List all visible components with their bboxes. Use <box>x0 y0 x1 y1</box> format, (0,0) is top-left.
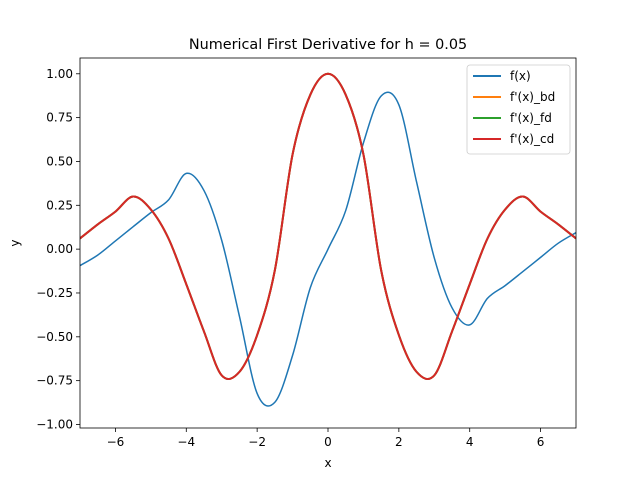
series-line-1 <box>80 91 576 407</box>
y-tick-label: 0.50 <box>46 154 73 168</box>
legend-label: f'(x)_bd <box>510 90 555 104</box>
chart-title: Numerical First Derivative for h = 0.05 <box>189 37 467 53</box>
legend: f(x) f'(x)_bd f'(x)_fd f'(x)_cd <box>466 64 571 155</box>
legend-label: f(x) <box>510 69 531 83</box>
series-line-4 <box>80 72 576 381</box>
y-tick-label: 1.00 <box>46 67 73 81</box>
x-tick-label: −2 <box>248 435 266 449</box>
y-tick-label: −0.75 <box>36 374 73 388</box>
x-tick-label: 2 <box>395 435 403 449</box>
plot-frame <box>79 57 577 429</box>
y-tick-label: −0.50 <box>36 330 73 344</box>
legend-box <box>466 64 571 155</box>
y-tick-label: 0.25 <box>46 198 73 212</box>
x-axis-ticks: −6 −4 −2 0 2 4 6 <box>107 428 545 449</box>
series-layer <box>80 72 576 407</box>
legend-label: f'(x)_fd <box>510 111 552 125</box>
y-tick-label: 0.75 <box>46 111 73 125</box>
y-axis-label: y <box>8 239 22 246</box>
y-tick-label: −0.25 <box>36 286 73 300</box>
x-tick-label: −4 <box>177 435 195 449</box>
x-tick-label: −6 <box>107 435 125 449</box>
x-axis-label: x <box>324 456 331 470</box>
x-tick-label: 4 <box>466 435 474 449</box>
x-tick-label: 0 <box>324 435 332 449</box>
y-tick-label: −1.00 <box>36 417 73 431</box>
y-tick-label: 0.00 <box>46 242 73 256</box>
legend-label: f'(x)_cd <box>510 132 554 146</box>
y-axis-ticks: −1.00 −0.75 −0.50 −0.25 0.00 0.25 0.50 0.75 1.00 <box>36 67 80 431</box>
legend-items: f(x) f'(x)_bd f'(x)_fd f'(x)_cd <box>473 69 555 146</box>
x-tick-label: 6 <box>537 435 545 449</box>
